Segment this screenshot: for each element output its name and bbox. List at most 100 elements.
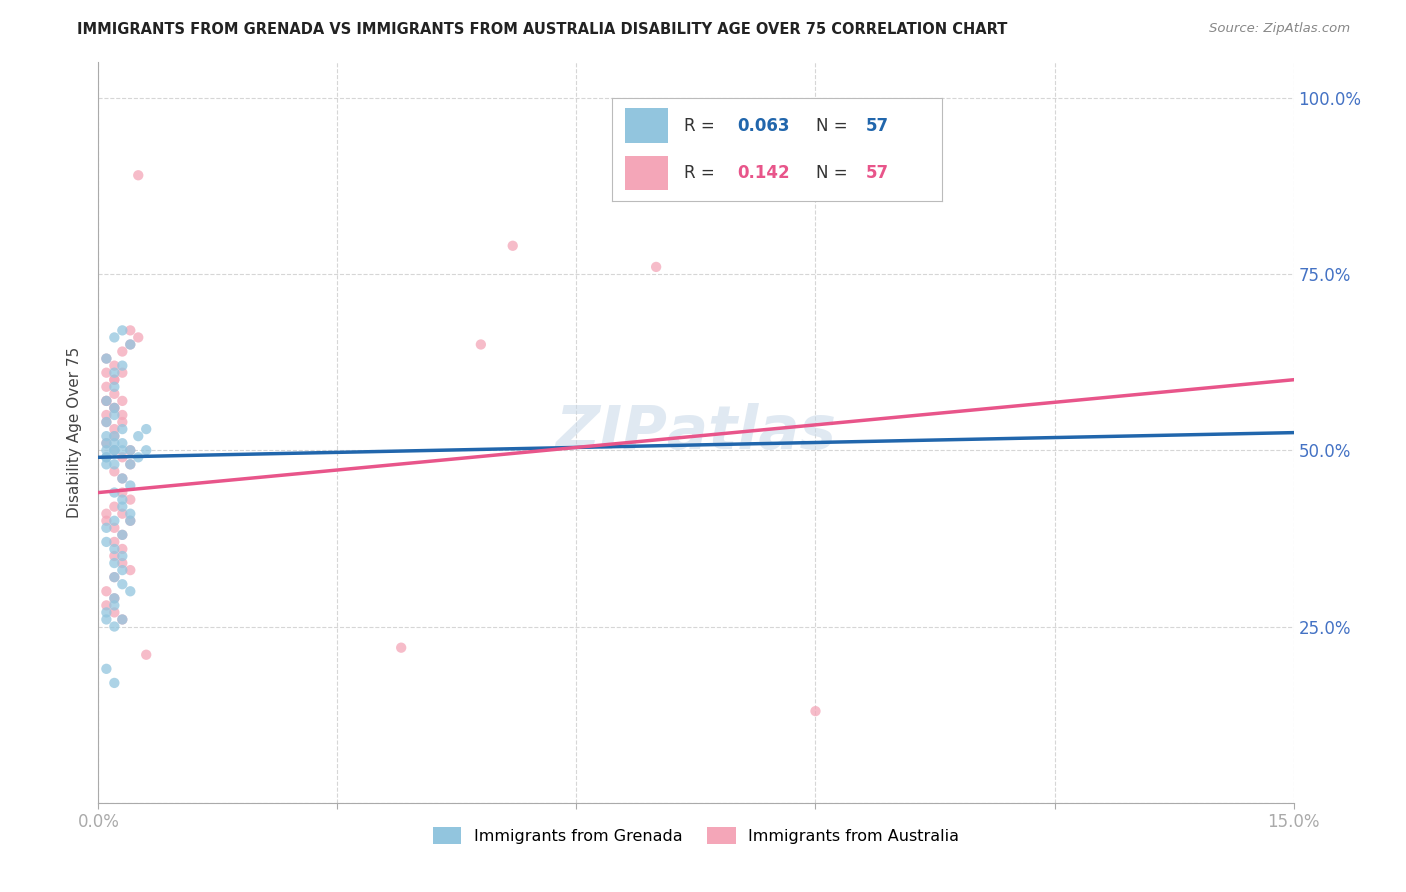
Point — [103, 485, 125, 500]
Point — [127, 330, 149, 344]
Text: R =: R = — [685, 164, 720, 182]
Text: ZIP​atlas: ZIP​atlas — [555, 403, 837, 462]
Y-axis label: Disability Age Over 75: Disability Age Over 75 — [67, 347, 83, 518]
Point — [120, 337, 142, 351]
Point — [103, 443, 125, 458]
Point — [103, 521, 125, 535]
Point — [103, 458, 125, 472]
Point — [103, 556, 125, 570]
Point — [470, 337, 492, 351]
Point — [96, 351, 118, 366]
Point — [111, 408, 134, 422]
Point — [96, 436, 118, 450]
Point — [111, 471, 134, 485]
Point — [111, 323, 134, 337]
Legend: Immigrants from Grenada, Immigrants from Australia: Immigrants from Grenada, Immigrants from… — [426, 821, 966, 850]
Point — [120, 443, 142, 458]
Text: IMMIGRANTS FROM GRENADA VS IMMIGRANTS FROM AUSTRALIA DISABILITY AGE OVER 75 CORR: IMMIGRANTS FROM GRENADA VS IMMIGRANTS FR… — [77, 22, 1008, 37]
Point — [120, 458, 142, 472]
Point — [103, 330, 125, 344]
Point — [111, 344, 134, 359]
Point — [103, 408, 125, 422]
Point — [135, 422, 157, 436]
Point — [111, 359, 134, 373]
Point — [120, 507, 142, 521]
Point — [111, 485, 134, 500]
Point — [103, 422, 125, 436]
Point — [103, 549, 125, 563]
Point — [111, 549, 134, 563]
Point — [127, 168, 149, 182]
Point — [96, 662, 118, 676]
Point — [96, 443, 118, 458]
Point — [120, 492, 142, 507]
Point — [96, 521, 118, 535]
Point — [103, 373, 125, 387]
Point — [111, 450, 134, 465]
Point — [103, 535, 125, 549]
Point — [103, 464, 125, 478]
Point — [127, 429, 149, 443]
Point — [96, 458, 118, 472]
Point — [120, 563, 142, 577]
Text: N =: N = — [817, 164, 853, 182]
Point — [96, 535, 118, 549]
Point — [96, 606, 118, 620]
Point — [96, 380, 118, 394]
Text: N =: N = — [817, 117, 853, 135]
Point — [111, 528, 134, 542]
Text: Source: ZipAtlas.com: Source: ZipAtlas.com — [1209, 22, 1350, 36]
Point — [103, 443, 125, 458]
Point — [135, 443, 157, 458]
Point — [502, 239, 524, 253]
Text: 57: 57 — [866, 117, 889, 135]
Point — [96, 507, 118, 521]
Point — [120, 514, 142, 528]
Point — [111, 541, 134, 556]
Point — [111, 500, 134, 514]
Point — [96, 514, 118, 528]
Point — [120, 443, 142, 458]
Point — [120, 514, 142, 528]
Point — [103, 443, 125, 458]
Bar — [624, 155, 668, 190]
Text: 0.063: 0.063 — [737, 117, 790, 135]
Text: 57: 57 — [866, 164, 889, 182]
Text: R =: R = — [685, 117, 720, 135]
Point — [111, 443, 134, 458]
Point — [103, 401, 125, 415]
Point — [103, 436, 125, 450]
Point — [103, 514, 125, 528]
Point — [804, 704, 827, 718]
Point — [111, 577, 134, 591]
Point — [103, 676, 125, 690]
Point — [103, 591, 125, 606]
Point — [103, 373, 125, 387]
Point — [103, 619, 125, 633]
Point — [111, 366, 134, 380]
Point — [96, 366, 118, 380]
Point — [111, 471, 134, 485]
Point — [103, 599, 125, 613]
Point — [103, 429, 125, 443]
Point — [111, 393, 134, 408]
Point — [120, 323, 142, 337]
Point — [96, 429, 118, 443]
Point — [111, 436, 134, 450]
Point — [645, 260, 668, 274]
Point — [103, 366, 125, 380]
Bar — [624, 108, 668, 144]
Point — [120, 584, 142, 599]
Point — [111, 563, 134, 577]
Point — [120, 337, 142, 351]
Point — [96, 408, 118, 422]
Point — [96, 393, 118, 408]
Point — [96, 415, 118, 429]
Point — [120, 478, 142, 492]
Point — [103, 541, 125, 556]
Point — [120, 458, 142, 472]
Point — [96, 351, 118, 366]
Point — [103, 401, 125, 415]
Point — [96, 436, 118, 450]
Point — [103, 380, 125, 394]
